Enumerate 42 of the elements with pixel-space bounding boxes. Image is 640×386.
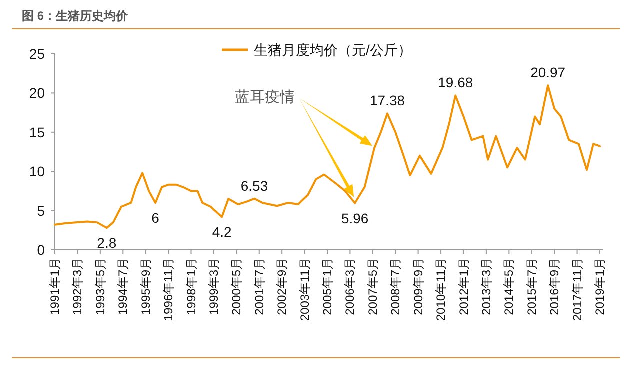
x-tick-label: 2006年3月 [343,258,358,316]
annotation: 6.53 [240,178,268,194]
x-tick-label: 1998年1月 [184,258,198,316]
x-tick-label: 2010年11月 [434,258,448,322]
x-tick-label: 2012年1月 [456,258,471,316]
annotation: 19.68 [438,74,474,91]
x-tick-label: 2015年7月 [524,258,539,316]
annotation: 4.2 [212,224,232,240]
x-tick-label: 1994年7月 [116,258,130,316]
annotation: 2.8 [97,235,117,252]
x-tick-label: 1991年1月 [48,258,62,316]
y-tick-label: 25 [29,46,46,62]
x-tick-label: 1995年9月 [138,258,153,316]
x-tick-label: 1999年3月 [206,258,221,316]
x-tick-label: 2017年11月 [570,258,584,322]
x-tick-label: 1996年11月 [162,258,176,322]
annotation: 20.97 [530,64,566,81]
x-tick-label: 2001年7月 [252,258,266,316]
y-tick-label: 20 [29,85,46,102]
x-tick-label: 2013年3月 [479,258,494,316]
x-tick-label: 2019年1月 [593,258,607,316]
annotation: 17.38 [370,92,406,109]
x-tick-label: 2014年5月 [502,258,516,316]
chart-title: 图 6：生猪历史均价 [22,9,130,23]
x-tick-label: 2007年5月 [366,258,380,316]
x-tick-label: 2002年9月 [275,258,290,316]
x-tick-label: 2000年5月 [230,258,244,316]
x-tick-label: 2009年9月 [411,258,426,316]
x-tick-label: 1993年5月 [93,258,108,316]
x-tick-label: 1992年3月 [70,258,85,316]
legend-label: 生猪月度均价（元/公斤） [254,42,412,58]
y-tick-label: 5 [37,202,46,219]
x-tick-label: 2003年11月 [298,258,312,322]
y-tick-label: 0 [37,242,46,258]
y-tick-label: 10 [29,164,46,180]
y-tick-label: 15 [29,124,46,140]
annotation: 5.96 [341,210,369,226]
x-tick-label: 2008年7月 [388,258,403,316]
x-tick-label: 2016年9月 [548,258,562,316]
annotation: 6 [152,210,160,226]
annotation: 蓝耳疫情 [235,89,296,106]
x-tick-label: 2005年1月 [320,258,334,316]
